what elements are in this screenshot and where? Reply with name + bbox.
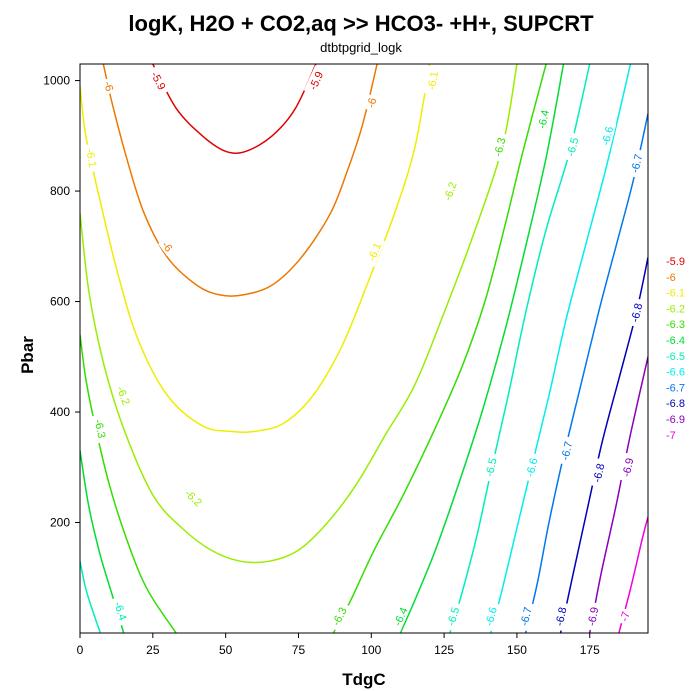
contour-line--6.4 <box>399 64 565 633</box>
contour-label: -6.7 <box>559 440 575 461</box>
contour-label: -6.7 <box>629 153 645 174</box>
contour-label: -6.8 <box>629 302 645 323</box>
contour-line--6.1 <box>80 64 431 433</box>
x-axis-label: TdgC <box>342 670 385 689</box>
x-tick-label: 25 <box>146 643 160 657</box>
y-tick-label: 400 <box>50 405 70 419</box>
contour-label: -6.7 <box>519 606 535 627</box>
contour-label: -6 <box>365 97 379 110</box>
contour-line--6.5 <box>449 64 591 633</box>
x-tick-label: 175 <box>580 643 600 657</box>
contour-label: -6.5 <box>484 457 500 478</box>
contour-label: -6.6 <box>524 457 540 478</box>
x-tick-label: 125 <box>434 643 454 657</box>
contour-labels: -5.9 -5.9-6-6-6-6.1-6.1-6.1-6.2-6.2-6.2-6… <box>83 65 646 632</box>
contour-line--6.2 <box>80 64 518 564</box>
contour-label: -6.8 <box>591 462 607 483</box>
chart-title: logK, H2O + CO2,aq >> HCO3- +H+, SUPCRT <box>128 11 594 36</box>
y-tick-label: 1000 <box>43 74 70 88</box>
x-axis-ticks: 0 25 50 75 100 125 150 175 <box>77 633 600 657</box>
contour-label: -6.2 <box>114 385 132 407</box>
contour-line--5.9 <box>152 64 317 154</box>
x-tick-label: 0 <box>77 643 84 657</box>
legend-entry--6.2: -6.2 <box>666 303 685 315</box>
legend: -5.9 -6 -6.1 -6.2 -6.3 -6.4 -6.5 -6.6 -6.7 -6.8 -6… <box>666 256 685 442</box>
legend-entry--6.1: -6.1 <box>666 288 685 300</box>
y-axis-ticks: 200 400 600 800 1000 <box>43 74 80 530</box>
legend-entry--6: -6 <box>666 272 676 284</box>
legend-entry--6.3: -6.3 <box>666 319 685 331</box>
legend-entry--6.7: -6.7 <box>666 382 685 394</box>
contour-line--6 <box>102 64 378 297</box>
contour-label: -7 <box>619 610 633 623</box>
contour-label: -6.6 <box>600 125 616 146</box>
contour-label: -6.3 <box>92 418 108 439</box>
contour-label: -6.9 <box>621 457 637 478</box>
contour-label: -6.4 <box>111 600 128 622</box>
contour-label: -6.2 <box>442 180 460 202</box>
x-tick-label: 50 <box>219 643 233 657</box>
contour-label: -6 <box>101 80 115 92</box>
contour-label: -6.5 <box>445 606 462 628</box>
contour-line--6.5 <box>80 561 102 633</box>
y-tick-label: 600 <box>50 295 70 309</box>
y-axis-label: Pbar <box>18 336 37 374</box>
legend-entry--7: -7 <box>666 430 676 442</box>
legend-entry--6.9: -6.9 <box>666 414 685 426</box>
contour-lines <box>80 64 648 633</box>
contour-label: -6.9 <box>586 606 601 627</box>
y-tick-label: 800 <box>50 184 70 198</box>
chart-subtitle: dtbtpgrid_logk <box>320 40 402 55</box>
contour-label: -6.4 <box>536 109 552 130</box>
contour-label: -6.1 <box>83 148 98 169</box>
contour-label: -6.1 <box>426 70 441 91</box>
contour-line--6.7 <box>524 113 648 633</box>
contour-line--6.6 <box>489 64 632 633</box>
contour-label: -6.8 <box>554 606 570 627</box>
contour-label: -6.6 <box>483 606 499 627</box>
contour-line--6.3 <box>80 334 177 633</box>
x-tick-label: 75 <box>292 643 306 657</box>
legend-entry--6.4: -6.4 <box>666 335 685 347</box>
plot-area: -5.9 -5.9-6-6-6-6.1-6.1-6.1-6.2-6.2-6.2-6… <box>43 63 649 657</box>
x-tick-label: 100 <box>361 643 381 657</box>
contour-label: -6.5 <box>565 136 581 157</box>
plot-frame <box>79 63 649 634</box>
contour-label: -6.3 <box>492 136 508 157</box>
x-tick-label: 150 <box>507 643 527 657</box>
legend-entry--6.8: -6.8 <box>666 398 685 410</box>
contour-line--6.9 <box>588 356 648 633</box>
y-tick-label: 200 <box>50 516 70 530</box>
legend-entry--6.5: -6.5 <box>666 351 685 363</box>
legend-entry--5.9: -5.9 <box>666 256 685 268</box>
contour-line--6.3 <box>332 64 547 633</box>
legend-entry--6.6: -6.6 <box>666 367 685 379</box>
